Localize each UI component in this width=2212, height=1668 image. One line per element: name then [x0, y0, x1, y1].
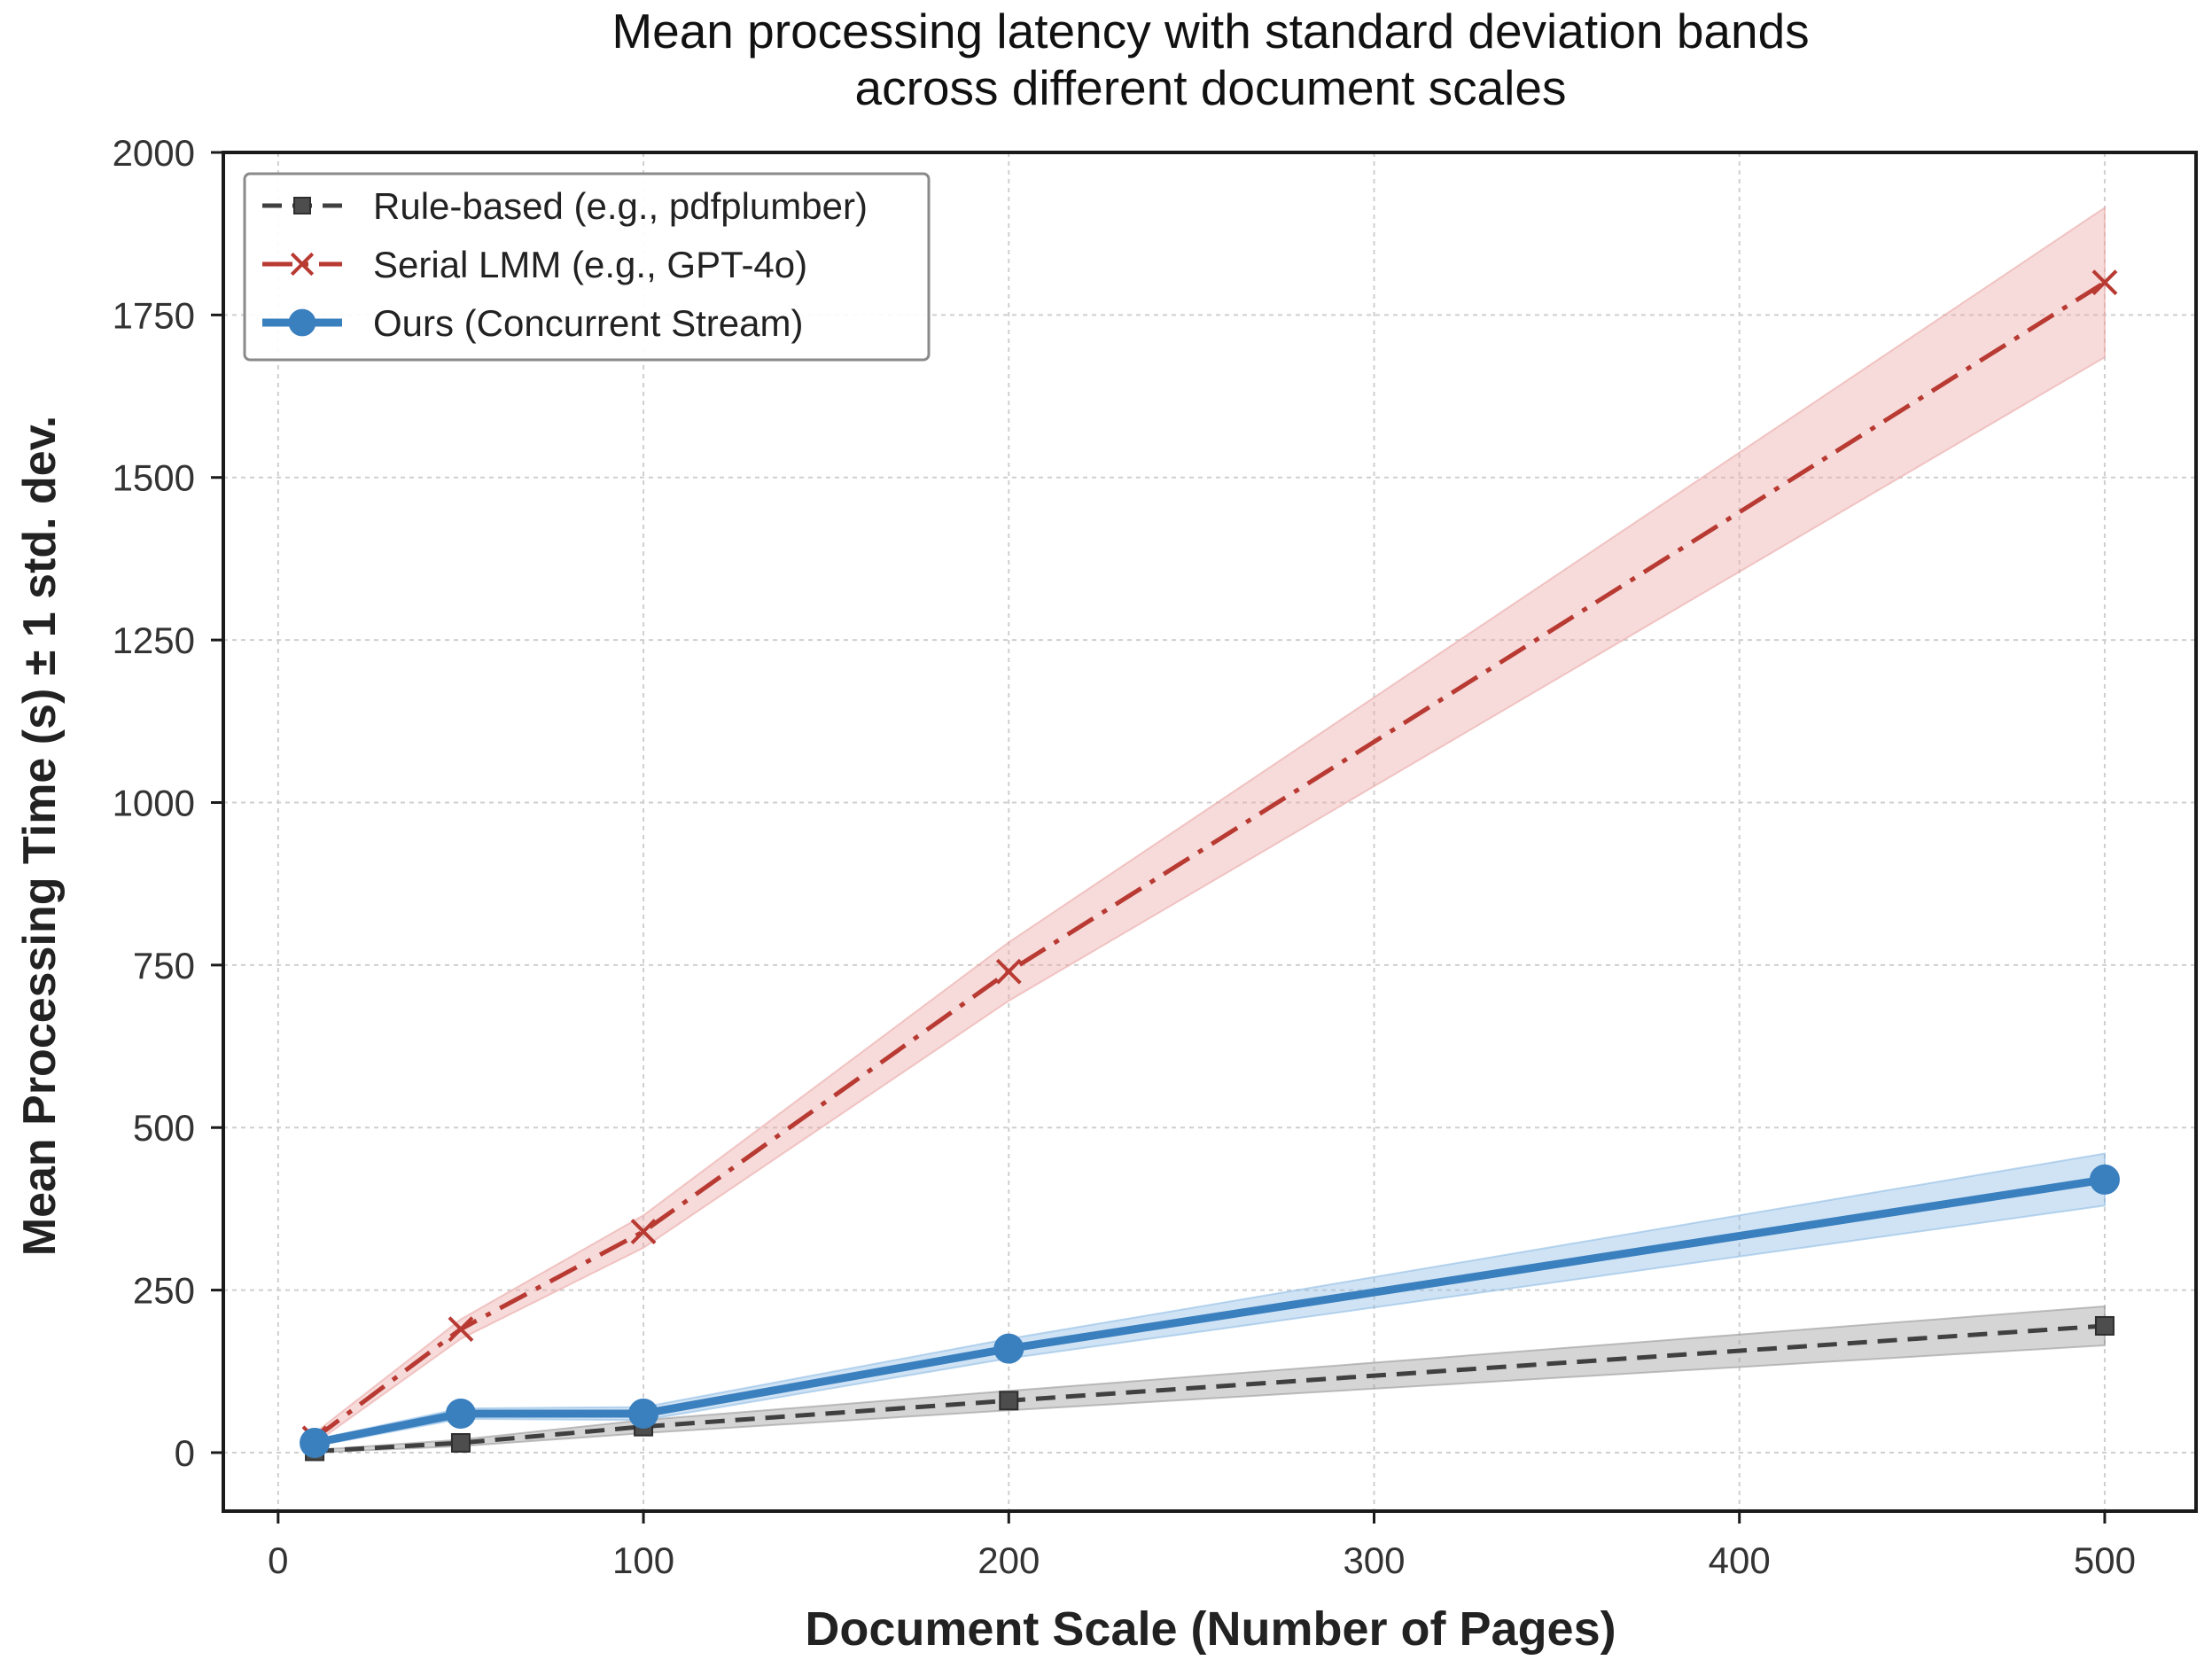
series-lines — [300, 269, 2120, 1461]
legend: Rule-based (e.g., pdfplumber) Serial LMM … — [243, 172, 931, 362]
data-point-marker — [450, 1432, 471, 1453]
data-point-marker — [2091, 269, 2118, 296]
std-band — [314, 206, 2106, 1446]
legend-label: Ours (Concurrent Stream) — [373, 302, 803, 344]
series-line — [313, 280, 2107, 1440]
data-point-marker — [2094, 1315, 2115, 1336]
x-tick-label: 300 — [1343, 1539, 1405, 1581]
data-point-marker — [2089, 1164, 2120, 1195]
x-axis-label: Document Scale (Number of Pages) — [805, 1602, 1616, 1656]
data-point-marker — [995, 958, 1022, 985]
data-point-marker — [293, 197, 311, 214]
y-tick-label: 250 — [133, 1270, 195, 1312]
y-tick-label: 500 — [133, 1107, 195, 1149]
series-line — [314, 1323, 2106, 1454]
y-tick-label: 1500 — [113, 457, 195, 499]
x-tick-label: 500 — [2074, 1539, 2136, 1581]
x-tick-label: 100 — [612, 1539, 674, 1581]
data-point-marker — [445, 1398, 476, 1429]
data-point-marker — [993, 1333, 1024, 1364]
legend-label: Rule-based (e.g., pdfplumber) — [373, 185, 868, 227]
y-tick-label: 1750 — [113, 294, 195, 336]
legend-label: Serial LMM (e.g., GPT-4o) — [373, 244, 807, 285]
x-tick-label: 400 — [1709, 1539, 1771, 1581]
data-point-marker — [999, 1391, 1019, 1411]
data-point-marker — [290, 252, 315, 277]
std-band — [314, 1305, 2106, 1454]
y-tick-label: 1000 — [113, 782, 195, 823]
chart-subtitle: across different document scales — [854, 60, 1566, 115]
y-tick-label: 2000 — [113, 132, 195, 174]
data-point-marker — [300, 1427, 331, 1458]
data-point-marker — [448, 1316, 474, 1343]
data-point-marker — [288, 308, 316, 337]
y-tick-label: 1250 — [113, 620, 195, 661]
plot-area: 0 100 200 300 400 500 0 250 500 750 1000 1250 1500 17… — [113, 132, 2198, 1581]
x-tick-label: 200 — [977, 1539, 1040, 1581]
chart-title: Mean processing latency with standard de… — [611, 4, 1809, 58]
axes: 0 100 200 300 400 500 0 250 500 750 1000 1250 1500 17… — [113, 132, 2198, 1581]
y-tick-label: 0 — [175, 1432, 195, 1474]
data-point-marker — [630, 1219, 657, 1245]
plot-frame — [222, 151, 2198, 1513]
legend-box — [243, 172, 931, 362]
y-axis-label: Mean Processing Time (s) ± 1 std. dev. — [14, 416, 66, 1256]
y-tick-label: 750 — [133, 945, 195, 986]
data-point-marker — [628, 1398, 659, 1429]
x-tick-label: 0 — [268, 1539, 288, 1581]
